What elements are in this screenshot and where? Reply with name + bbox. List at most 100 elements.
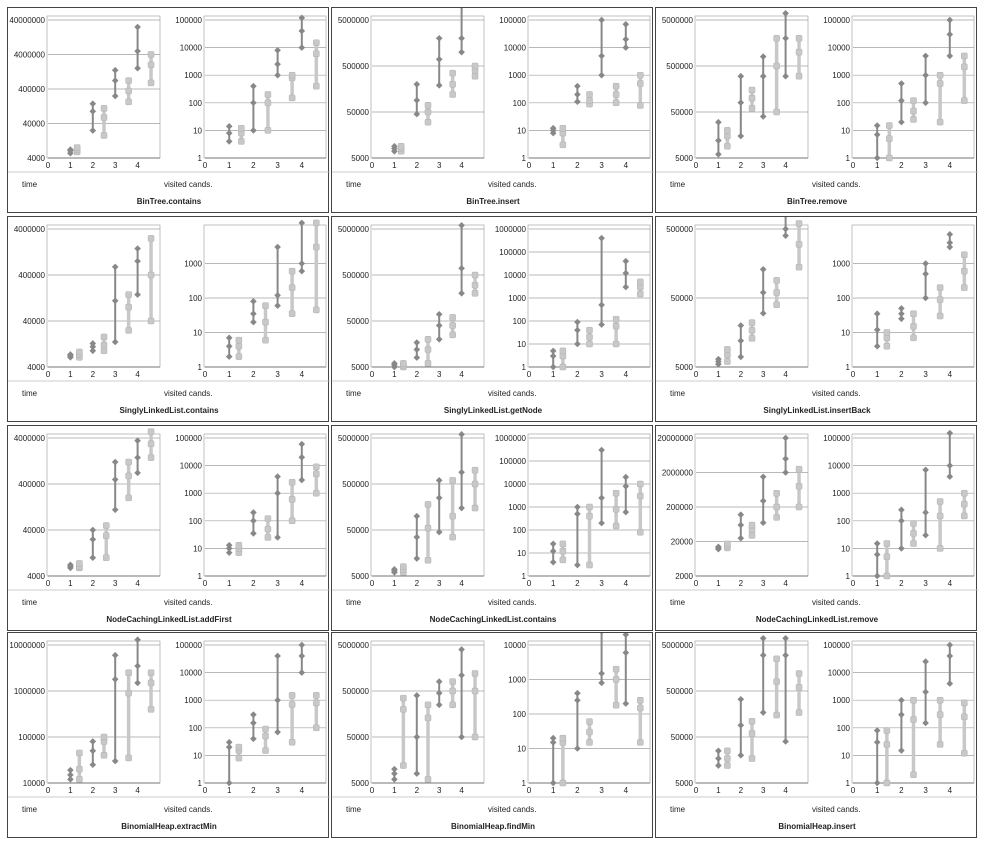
cands-point-mid: [235, 342, 243, 350]
cands-ytick-label: 100: [837, 99, 851, 108]
cands-point-min: [598, 679, 605, 687]
cands-point-mid: [886, 135, 893, 142]
time-point-mid: [89, 343, 97, 351]
time-point-max: [435, 34, 443, 42]
time-xtick-label: 0: [694, 370, 699, 379]
time-point-max: [89, 526, 97, 534]
cands-point-max: [225, 123, 233, 130]
cands-ytick-label: 100000: [499, 457, 526, 466]
cands-xtick-label: 0: [203, 786, 208, 795]
cands-point-min: [250, 530, 257, 537]
time-point-max: [782, 434, 789, 442]
cands-xtick-label: 3: [275, 579, 280, 588]
time-ytick-label: 5000000: [662, 16, 694, 25]
time-ytick-label: 40000: [23, 317, 46, 326]
cands-point-max: [598, 16, 605, 24]
cands-point-max: [946, 641, 954, 649]
time-xtick-label: 4: [459, 786, 464, 795]
cands-frame: [851, 224, 975, 368]
time-xtick-label: 3: [437, 370, 442, 379]
time-point-min: [435, 335, 443, 343]
cands-point-mid: [288, 284, 296, 291]
cands-ytick-label: 1000: [832, 489, 850, 498]
cands-point-max: [264, 91, 272, 98]
time-point-max: [102, 522, 110, 529]
cands-point-mid: [873, 738, 881, 746]
cands-point-max: [313, 463, 320, 471]
cands-ytick-label: 10000: [180, 669, 203, 678]
time-point-max: [759, 634, 767, 642]
cands-ytick-label: 1000000: [495, 225, 527, 234]
time-xtick-label: 2: [415, 161, 420, 170]
cands-point-min: [262, 336, 269, 344]
cands-ytick-label: 10: [517, 126, 526, 135]
time-axis-label: time: [670, 180, 686, 189]
time-point-min: [471, 504, 479, 512]
time-ytick-label: 400000: [18, 480, 45, 489]
time-point-min: [424, 776, 432, 783]
cands-point-min: [288, 94, 296, 102]
time-point-min: [724, 762, 731, 769]
cands-point-min: [873, 154, 881, 162]
time-point-mid: [773, 289, 780, 296]
chart-title: BinomialHeap.findMin: [451, 822, 535, 831]
cands-ytick-label: 10: [193, 329, 202, 338]
cands-xtick-label: 2: [899, 786, 904, 795]
time-xtick-label: 1: [716, 579, 721, 588]
time-point-mid: [449, 81, 456, 88]
cands-ytick-label: 100000: [175, 641, 202, 650]
time-point-max: [759, 266, 767, 273]
cands-point-mid: [961, 500, 968, 508]
cands-point-mid: [549, 739, 557, 746]
time-point-mid: [111, 77, 119, 84]
cands-point-min: [898, 315, 905, 323]
time-axis-label: time: [346, 180, 362, 189]
cands-point-mid: [961, 267, 968, 275]
cands-point-mid: [250, 517, 257, 525]
time-xtick-label: 2: [739, 579, 744, 588]
time-point-max: [795, 670, 803, 677]
time-point-mid: [413, 346, 421, 353]
time-point-min: [413, 110, 421, 118]
cands-point-max: [600, 633, 604, 635]
time-point-min: [102, 554, 110, 561]
cands-ytick-label: 100000: [175, 16, 202, 25]
cands-point-max: [288, 692, 296, 699]
time-xtick-label: 4: [135, 786, 140, 795]
cands-point-max: [612, 489, 620, 497]
cands-frame: [527, 15, 651, 159]
time-point-max: [67, 561, 74, 569]
cands-ytick-label: 100000: [823, 434, 850, 443]
time-plot: 4000000 400000 40000 40000 1 2 3 4: [14, 224, 161, 379]
cands-point-min: [936, 741, 944, 748]
cands-point-min: [235, 754, 243, 762]
cands-point-max: [586, 503, 593, 511]
time-point-mid: [125, 87, 132, 95]
time-ytick-label: 200000: [666, 503, 693, 512]
cands-ytick-label: 10: [517, 549, 526, 558]
cands-ytick-label: 100: [189, 99, 203, 108]
cands-point-mid: [622, 35, 630, 43]
cands-point-mid: [637, 492, 644, 500]
cands-point-min: [225, 549, 233, 556]
time-point-mid: [125, 472, 132, 480]
cands-ytick-label: 1: [522, 363, 527, 372]
cands-point-min: [612, 522, 620, 530]
time-xtick-label: 3: [437, 786, 442, 795]
cands-point-mid: [873, 326, 881, 334]
cands-point-mid: [936, 512, 944, 520]
cands-point-min: [250, 127, 257, 134]
cands-point-max: [637, 278, 644, 286]
cands-point-max: [961, 251, 968, 258]
time-point-max: [715, 543, 722, 551]
time-point-max: [413, 80, 421, 88]
cands-point-max: [586, 718, 593, 725]
cands-point-max: [898, 305, 905, 312]
time-point-max: [413, 339, 421, 346]
time-point-min: [773, 514, 780, 521]
time-axis-label: time: [346, 805, 362, 814]
cands-ytick-label: 100: [189, 294, 203, 303]
cands-xtick-label: 0: [851, 786, 856, 795]
time-point-min: [737, 751, 745, 759]
